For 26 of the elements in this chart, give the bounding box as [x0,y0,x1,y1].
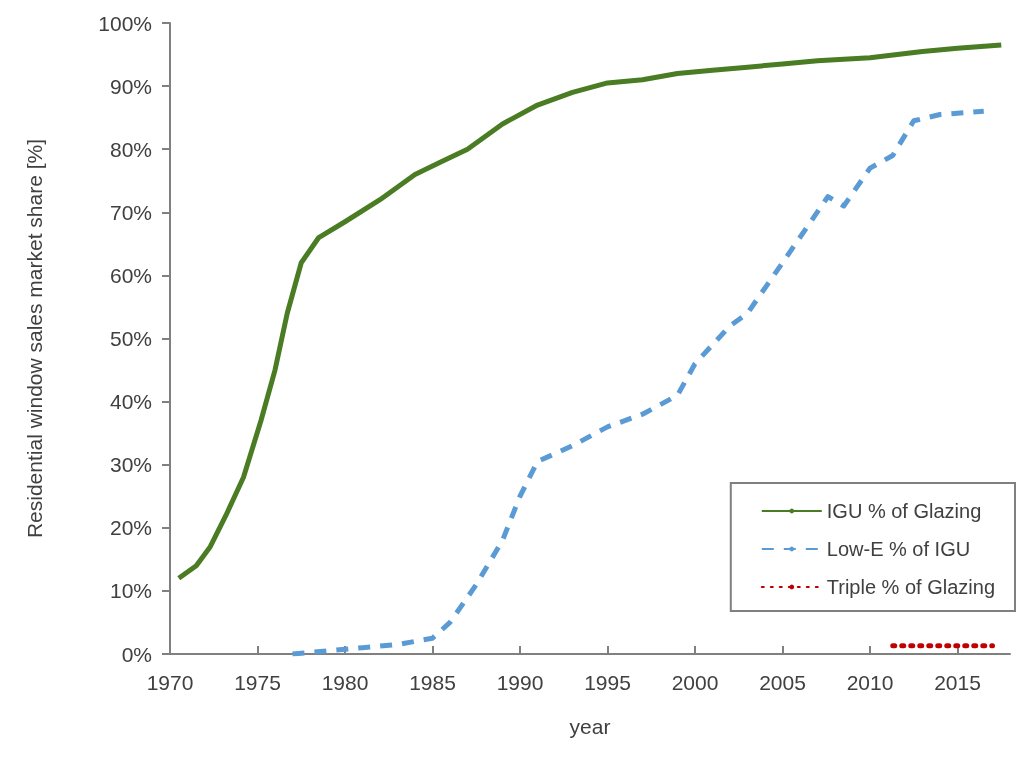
legend-label: Triple % of Glazing [826,576,996,598]
y-tick-label: 100% [98,11,152,35]
x-tick-label: 1970 [146,671,194,694]
x-tick-label: 2000 [671,671,719,694]
y-tick-label: 30% [109,453,152,477]
y-axis-title: Residential window sales market share [%] [23,138,46,539]
x-tick-label: 2015 [934,671,981,694]
x-axis-title: year [569,715,611,738]
y-tick-label: 50% [109,327,152,350]
y-tick-label: 70% [109,200,152,224]
y-tick-label: 10% [109,579,152,603]
y-tick-label: 40% [109,390,152,414]
legend-label: IGU % of Glazing [826,500,982,522]
y-tick-label: 0% [121,642,152,666]
x-tick-label: 2010 [846,671,894,694]
x-tick-label: 1990 [496,671,544,694]
legend-label: Low-E % of IGU [826,538,971,560]
y-tick-label: 60% [109,263,152,287]
x-tick-label: 1995 [584,671,631,694]
y-tick-label: 20% [109,516,152,540]
x-tick-label: 1975 [234,671,281,694]
x-tick-label: 1980 [321,671,369,694]
y-tick-label: 80% [109,137,152,161]
y-tick-label: 90% [109,74,152,98]
x-tick-label: 2005 [759,671,806,694]
x-tick-label: 1985 [409,671,456,694]
